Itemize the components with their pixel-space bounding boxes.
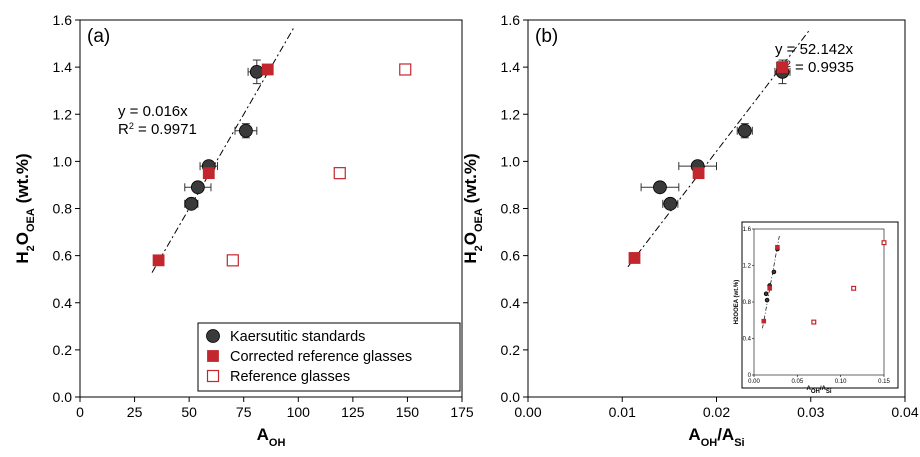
inset-y-tick-label: 0.4	[743, 337, 752, 343]
legend-marker	[206, 369, 220, 383]
inset-x-tick-label: 0.15	[878, 379, 890, 385]
fit-r-squared: R2 = 0.9971	[118, 121, 197, 138]
inset-data-point	[763, 291, 769, 297]
y-tick-label: 1.4	[501, 59, 521, 75]
y-tick-label: 0.4	[501, 295, 521, 311]
data-point	[628, 252, 641, 264]
y-tick-label: 0.6	[53, 248, 73, 264]
x-tick-label: 0.02	[703, 404, 730, 420]
x-tick-label: 25	[127, 404, 143, 420]
x-tick-label: 0.03	[797, 404, 824, 420]
y-tick-label: 1.6	[53, 12, 73, 28]
data-point	[333, 167, 346, 180]
inset-x-tick-label: 0.10	[835, 379, 847, 385]
y-tick-label: 0.4	[53, 295, 73, 311]
inset-data-point	[764, 297, 770, 303]
x-axis-title: AOH	[257, 425, 286, 449]
y-axis-title: H2OOEA (wt.%)	[461, 153, 485, 263]
inset-data-point	[811, 319, 817, 325]
legend-box	[197, 322, 461, 392]
inset-x-tick-label: 0.05	[791, 379, 803, 385]
inset-x-axis-title: AOH/ASi	[806, 386, 831, 395]
legend-label: Reference glasses	[230, 369, 350, 385]
legend-marker	[207, 350, 219, 362]
x-axis-title: AOH/ASi	[688, 425, 744, 449]
x-tick-label: 150	[396, 404, 420, 420]
y-tick-label: 0.6	[501, 248, 521, 264]
inset-chart: 0.00 0.05 0.10 0.15 0 0.4 0.8 1.2 1.6 AOH/ASi H2OO…	[734, 221, 899, 395]
y-tick-label: 0.8	[53, 201, 73, 217]
data-point	[776, 61, 789, 74]
y-tick-label: 0.2	[53, 342, 73, 358]
data-point	[737, 123, 752, 138]
x-tick-label: 0.01	[609, 404, 636, 420]
x-tick-label: 125	[341, 404, 365, 420]
inset-x-tick-label: 0.00	[748, 379, 760, 385]
inset-regression-line	[762, 236, 780, 329]
data-point	[692, 167, 705, 180]
inset-data-point	[851, 285, 857, 291]
y-tick-label: 1.2	[53, 106, 73, 122]
legend: Kaersutitic standards Corrected reference…	[197, 322, 461, 392]
y-tick-label: 0.0	[53, 389, 73, 405]
x-tick-label: 50	[181, 404, 197, 420]
y-tick-label: 1.0	[53, 153, 73, 169]
inset-data-point	[767, 286, 772, 291]
x-tick-label: 0.04	[891, 404, 918, 420]
data-point	[238, 123, 253, 138]
data-point	[226, 254, 239, 267]
data-point	[653, 180, 667, 195]
inset-y-tick-label: 0	[748, 373, 752, 379]
y-tick-label: 1.6	[501, 12, 521, 28]
data-point	[663, 196, 678, 211]
x-tick-label: 75	[236, 404, 252, 420]
x-tick-label: 175	[450, 404, 474, 420]
data-point	[202, 167, 215, 180]
y-tick-label: 1.0	[501, 153, 521, 169]
legend-label: Kaersutitic standards	[230, 329, 365, 345]
regression-line	[627, 30, 810, 268]
y-axis-title: H2OOEA (wt.%)	[13, 153, 37, 263]
inset-y-tick-label: 1.6	[743, 227, 752, 233]
inset-box	[741, 221, 899, 389]
panel-label: (a)	[87, 26, 110, 47]
y-tick-label: 0.8	[501, 201, 521, 217]
data-point	[261, 63, 274, 76]
x-tick-label: 0.00	[514, 404, 541, 420]
x-tick-label: 0	[76, 404, 84, 420]
panel-a: 0 25 50 75 100 125 150 175 0.0 0.2 0.4 0.6 0.8 1.0 1.2…	[13, 12, 474, 449]
panel-label: (b)	[535, 26, 558, 47]
data-point	[190, 180, 205, 195]
y-tick-label: 0.0	[501, 389, 521, 405]
inset-y-tick-label: 0.8	[743, 300, 752, 306]
data-point	[152, 254, 165, 267]
legend-label: Corrected reference glasses	[230, 349, 412, 365]
inset-data-point	[775, 244, 780, 250]
inset-data-point	[881, 240, 887, 246]
y-tick-label: 1.2	[501, 106, 521, 122]
fit-equation: y = 0.016x	[118, 103, 188, 120]
x-tick-label: 100	[287, 404, 311, 420]
fit-equation: y = 52.142x	[775, 41, 853, 58]
y-tick-label: 1.4	[53, 59, 73, 75]
y-tick-label: 0.2	[501, 342, 521, 358]
data-point	[249, 64, 264, 79]
data-point	[184, 196, 199, 211]
panel-b: 0.00 0.01 0.02 0.03 0.04 0.0 0.2 0.4 0.6 0.8 1.0 1.…	[461, 12, 919, 449]
inset-data-point	[761, 318, 767, 324]
legend-marker	[206, 329, 220, 343]
inset-data-point	[771, 269, 777, 275]
inset-y-tick-label: 1.2	[743, 264, 752, 270]
data-point	[399, 63, 412, 76]
inset-y-axis-title: H2OOEA (wt.%)	[734, 280, 740, 324]
